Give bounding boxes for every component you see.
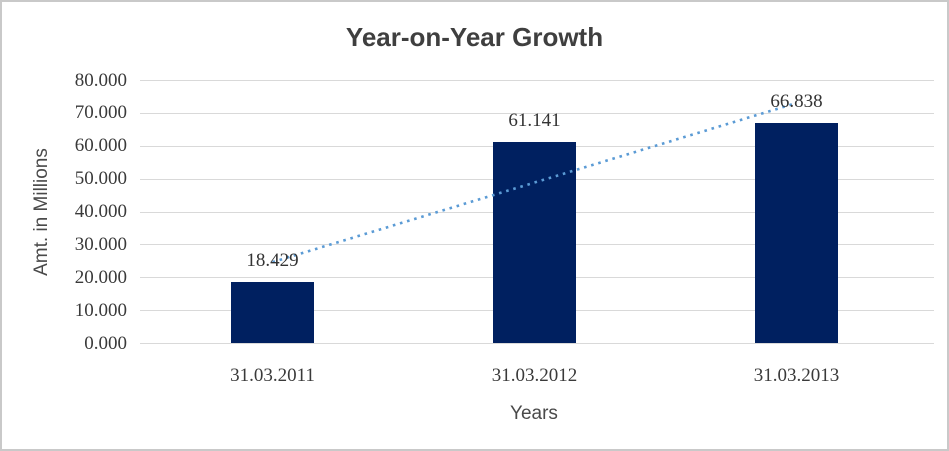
y-tick-label: 50.000 — [74, 168, 127, 190]
y-tick-label: 10.000 — [74, 299, 127, 321]
x-axis-title: Years — [510, 403, 558, 424]
y-tick-label: 80.000 — [74, 69, 127, 91]
bar — [755, 123, 838, 343]
y-tick-label: 30.000 — [74, 233, 127, 255]
x-tick-label: 31.03.2012 — [491, 365, 578, 386]
y-tick-label: 0.000 — [84, 332, 127, 354]
data-label: 66.838 — [770, 91, 823, 113]
x-tick-label: 31.03.2011 — [230, 365, 315, 386]
y-tick-label: 70.000 — [74, 102, 127, 124]
gridline — [140, 80, 934, 81]
y-tick-label: 60.000 — [74, 135, 127, 157]
data-label: 18.429 — [246, 250, 299, 272]
y-tick-label: 40.000 — [74, 201, 127, 222]
x-tick-label: 31.03.2013 — [753, 365, 840, 386]
chart-title: Year-on-Year Growth — [345, 22, 604, 52]
data-label: 61.141 — [508, 109, 561, 131]
gridline — [140, 343, 934, 344]
y-tick-label: 20.000 — [74, 266, 127, 288]
bar — [493, 141, 576, 343]
bar — [231, 282, 314, 343]
